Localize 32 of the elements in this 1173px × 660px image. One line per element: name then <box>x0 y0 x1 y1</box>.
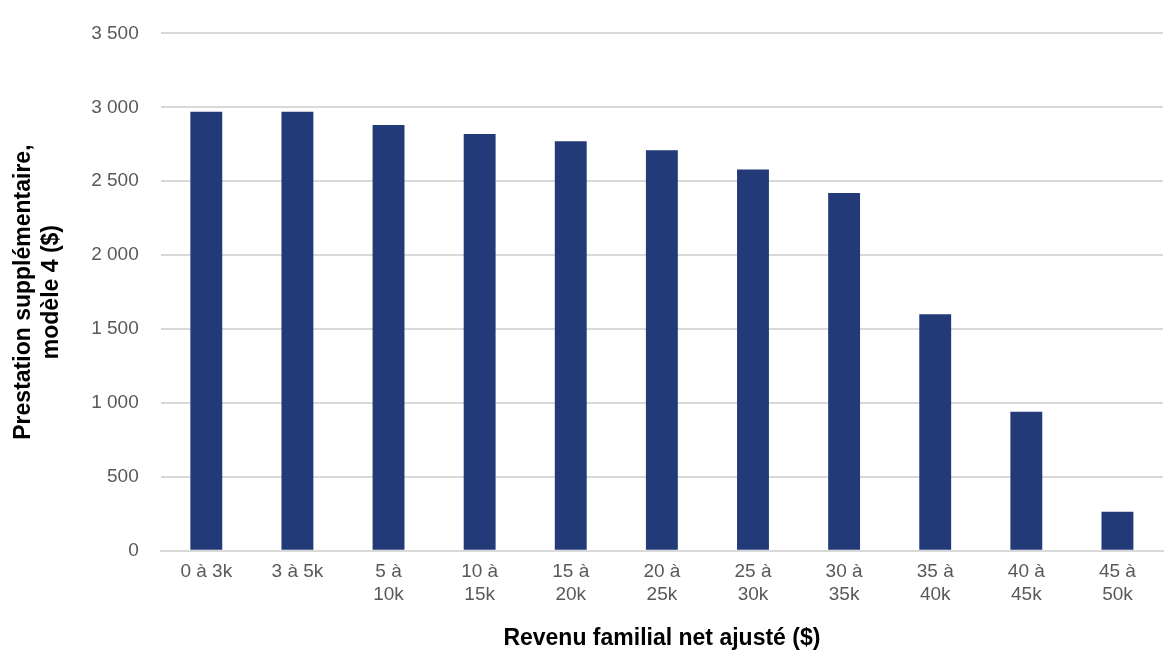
bar <box>554 141 587 550</box>
bar <box>645 150 678 550</box>
bar <box>463 133 496 550</box>
x-tick-label: 40 à 45k <box>1007 560 1046 605</box>
bar <box>1101 511 1134 550</box>
bar <box>372 125 405 550</box>
y-axis-title: Prestation supplémentaire, modèle 4 ($) <box>9 144 63 440</box>
y-tick-label: 0 <box>128 539 139 561</box>
bar <box>1010 411 1043 550</box>
bar <box>190 111 223 550</box>
y-tick-label: 1 500 <box>91 317 139 339</box>
y-tick-label: 3 500 <box>91 21 139 43</box>
y-tick-label: 500 <box>107 465 139 487</box>
x-axis-title: Revenu familial net ajusté ($) <box>503 623 821 650</box>
bar <box>281 111 314 550</box>
y-tick-label: 3 000 <box>91 95 139 117</box>
x-tick-label: 5 à 10k <box>373 560 405 605</box>
x-tick-label: 30 à 35k <box>825 560 864 605</box>
x-tick-label: 25 à 30k <box>734 560 772 605</box>
x-tick-label: 10 à 15k <box>461 560 499 605</box>
x-tick-label: 0 à 3k <box>180 560 233 582</box>
bar <box>828 193 861 550</box>
x-tick-label: 3 à 5k <box>271 560 324 582</box>
x-tick-label: 15 à 20k <box>552 560 590 605</box>
x-tick-label: 45 à 50k <box>1098 560 1137 605</box>
x-tick-label: 20 à 25k <box>643 560 681 605</box>
y-tick-label: 2 000 <box>91 243 139 265</box>
y-tick-label: 2 500 <box>91 169 139 191</box>
bar <box>919 314 952 550</box>
bar <box>737 169 769 550</box>
x-tick-label: 35 à 40k <box>916 560 955 605</box>
y-tick-label: 1 000 <box>91 391 139 413</box>
